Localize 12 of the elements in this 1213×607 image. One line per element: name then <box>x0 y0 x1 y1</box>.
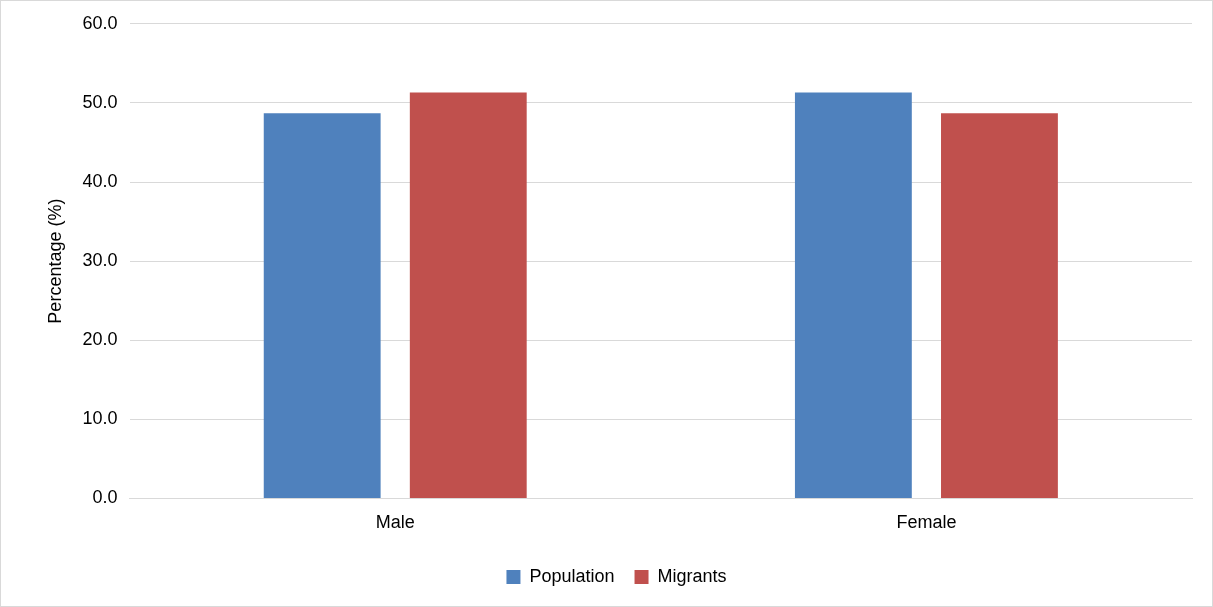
x-tick-label: Male <box>375 512 415 533</box>
x-tick-label: Female <box>896 512 957 533</box>
y-tick-label: 60.0 <box>82 12 118 33</box>
legend-label: Population <box>529 565 615 586</box>
y-tick-label: 20.0 <box>82 329 118 350</box>
legend-label: Migrants <box>657 565 727 586</box>
y-axis-title: Percentage (%) <box>44 198 65 324</box>
y-tick-label: 0.0 <box>92 487 118 508</box>
y-tick-label: 30.0 <box>82 250 118 271</box>
y-tick-label: 40.0 <box>82 170 118 191</box>
y-tick-label: 50.0 <box>82 91 118 112</box>
y-tick-label: 10.0 <box>82 408 118 429</box>
